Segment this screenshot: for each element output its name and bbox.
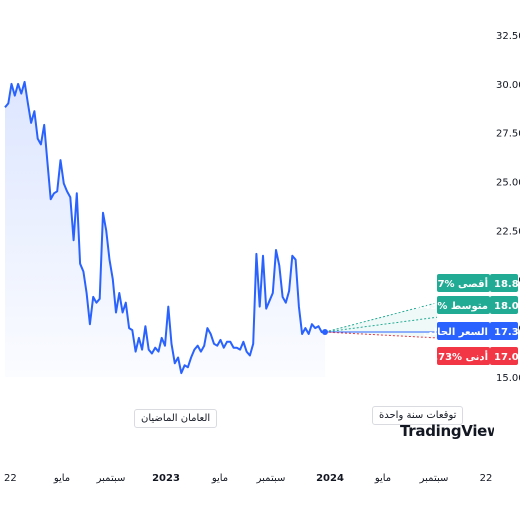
tag-value-bg xyxy=(490,322,518,340)
x-tick-label: 22 xyxy=(480,473,493,484)
y-tick-label: 22.50 xyxy=(496,226,520,237)
tag-label-bg xyxy=(437,274,490,292)
tag-label-text: السعر الحالي xyxy=(423,327,488,338)
tag-label-bg xyxy=(437,347,490,365)
forecast-line-low xyxy=(324,331,438,339)
forecast-period-label: توقعات سنة واحدة xyxy=(372,406,464,425)
x-tick-label: 2024 xyxy=(316,473,344,484)
past-period-label: العامان الماضيان xyxy=(134,409,218,428)
tradingview-logo: TradingView xyxy=(400,422,494,440)
tag-avg: +4.43% متوسط 18.06 xyxy=(404,296,520,314)
tag-value-text: 18.06 xyxy=(494,301,520,312)
tag-label-bg xyxy=(437,296,490,314)
x-tick-label: سبتمبر xyxy=(256,473,286,484)
tag-value-text: 17.00 xyxy=(494,352,520,363)
y-tick-label: 15.00 xyxy=(496,373,520,384)
tag-label-text: +4.43% متوسط xyxy=(404,301,488,312)
tag-value-bg xyxy=(490,347,518,365)
tag-value-bg xyxy=(490,274,518,292)
x-tick-label: مايو xyxy=(374,473,391,484)
price-line xyxy=(4,80,325,375)
tag-current: السعر الحالي 17.30 xyxy=(423,322,520,340)
y-tick-label: 32.50 xyxy=(496,31,520,42)
tag-value-text: 17.30 xyxy=(494,327,520,338)
forecast-fan xyxy=(325,302,437,338)
forecast-line-high xyxy=(324,302,438,333)
y-tick-label: 30.00 xyxy=(496,80,520,91)
tag-label-text: −1.73% أدنى xyxy=(419,350,488,363)
x-tick-label: مايو xyxy=(53,473,70,484)
tag-value-text: 18.80 xyxy=(494,279,520,290)
tag-value-bg xyxy=(490,296,518,314)
x-tick-label: سبتمبر xyxy=(419,473,449,484)
current-price-point xyxy=(322,329,328,336)
x-tick-label: مايو xyxy=(211,473,228,484)
x-tick-label: 22 xyxy=(4,473,17,484)
tag-low: −1.73% أدنى 17.00 xyxy=(419,347,520,365)
x-tick-label: 2023 xyxy=(152,473,180,484)
price-area-fill xyxy=(5,81,325,378)
y-tick-label: 27.50 xyxy=(496,129,520,140)
tag-label-text: +8.67% أقصى xyxy=(411,277,488,290)
forecast-line-avg xyxy=(324,316,438,333)
y-tick-label: 25.00 xyxy=(496,178,520,189)
tag-high: +8.67% أقصى 18.80 xyxy=(411,274,520,292)
tag-label-bg xyxy=(437,322,490,340)
x-tick-label: سبتمبر xyxy=(96,473,126,484)
